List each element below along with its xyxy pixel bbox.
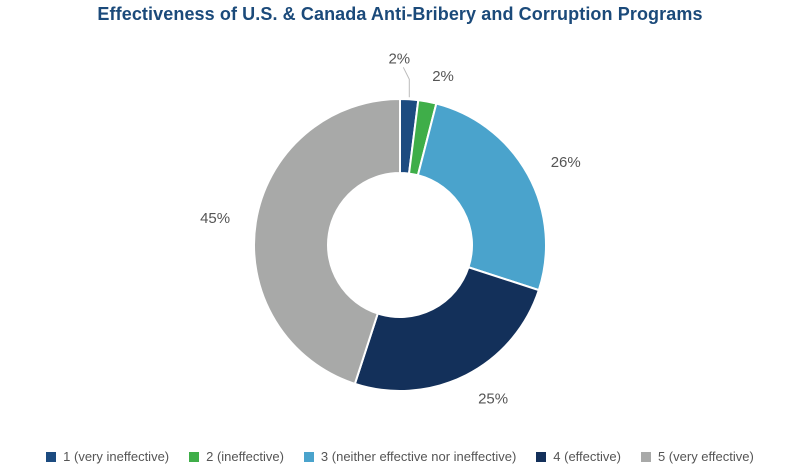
slice-label-4: 25% xyxy=(478,390,508,407)
legend-swatch-4 xyxy=(536,451,547,462)
chart-title: Effectiveness of U.S. & Canada Anti-Brib… xyxy=(97,4,703,24)
legend-label: 5 (very effective) xyxy=(657,449,754,464)
legend-swatch-5 xyxy=(640,451,651,462)
legend-item: 1 (very ineffective) xyxy=(46,449,169,464)
legend-swatch-1 xyxy=(46,451,57,462)
donut-slice-5 xyxy=(253,97,401,386)
legend-item: 5 (very effective) xyxy=(640,449,754,464)
slice-label-3: 26% xyxy=(551,154,581,171)
legend-label: 4 (effective) xyxy=(553,449,621,464)
legend-item: 4 (effective) xyxy=(536,449,621,464)
legend-item: 2 (ineffective) xyxy=(189,449,284,464)
legend-label: 2 (ineffective) xyxy=(206,449,284,464)
slice-label-2: 2% xyxy=(432,68,454,85)
legend-label: 1 (very ineffective) xyxy=(63,449,170,464)
slice-label-5: 45% xyxy=(200,210,230,227)
leader-line xyxy=(402,67,410,98)
donut-slice-3 xyxy=(416,102,547,292)
legend-item: 3 (neither effective nor ineffective) xyxy=(303,449,517,464)
slice-label-1: 2% xyxy=(388,50,410,67)
chart-legend: 1 (very ineffective) 2 (ineffective) 3 (… xyxy=(0,449,800,464)
legend-label: 3 (neither effective nor ineffective) xyxy=(320,449,517,464)
legend-swatch-3 xyxy=(303,451,314,462)
legend-swatch-2 xyxy=(189,451,200,462)
donut-slice-4 xyxy=(353,265,541,392)
